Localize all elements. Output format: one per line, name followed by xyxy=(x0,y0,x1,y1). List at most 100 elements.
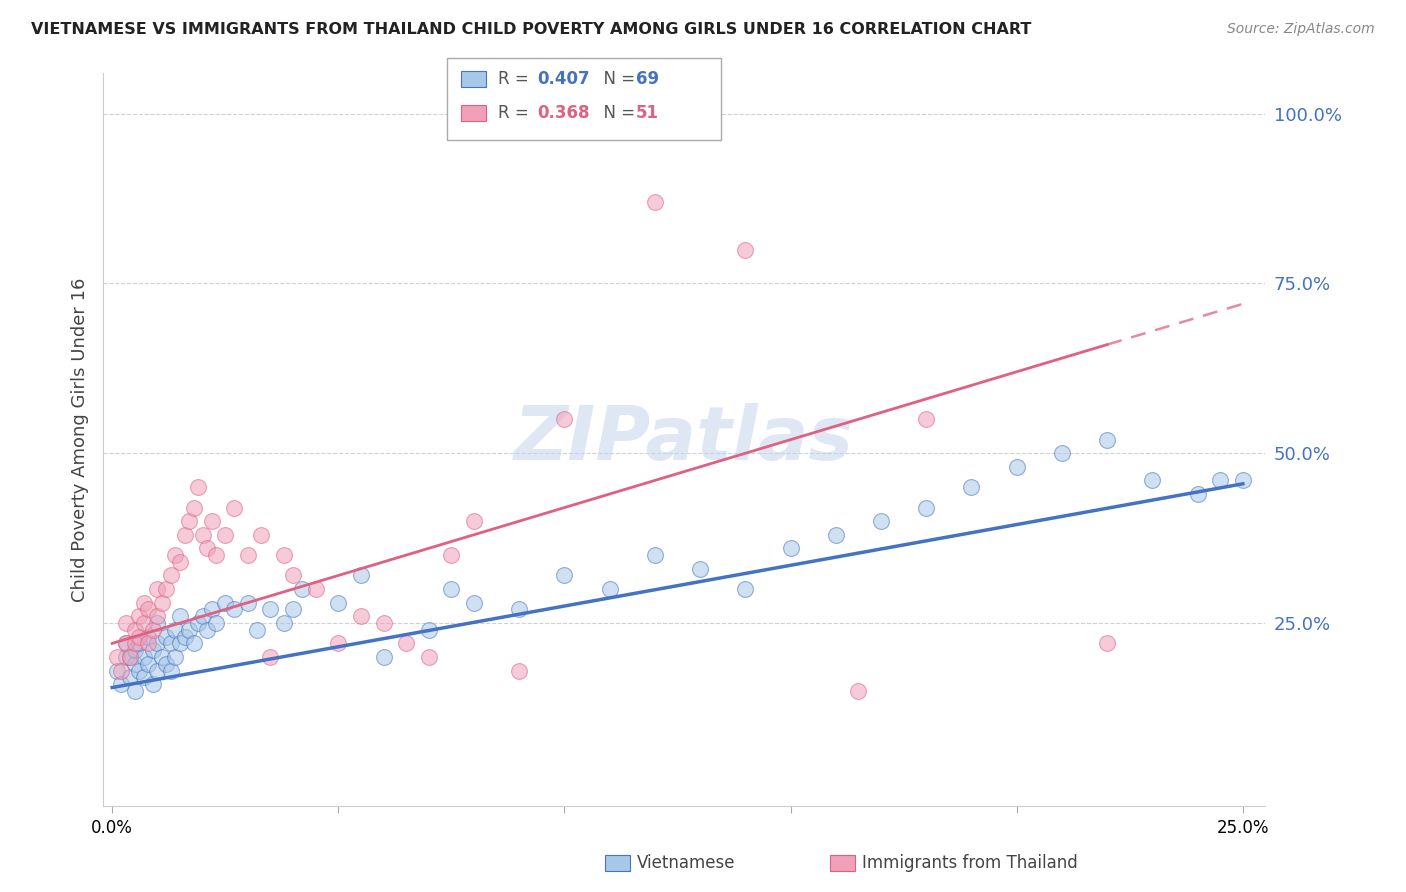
Text: VIETNAMESE VS IMMIGRANTS FROM THAILAND CHILD POVERTY AMONG GIRLS UNDER 16 CORREL: VIETNAMESE VS IMMIGRANTS FROM THAILAND C… xyxy=(31,22,1032,37)
Point xyxy=(508,664,530,678)
Point xyxy=(150,596,173,610)
Point xyxy=(128,664,150,678)
Point xyxy=(870,514,893,528)
Point xyxy=(1187,487,1209,501)
Point xyxy=(1142,474,1164,488)
Point xyxy=(1209,474,1232,488)
Point xyxy=(224,602,246,616)
Text: N =: N = xyxy=(593,104,641,122)
Point xyxy=(463,514,485,528)
Point xyxy=(395,636,418,650)
Text: 51: 51 xyxy=(636,104,658,122)
Point xyxy=(734,582,756,596)
Point xyxy=(205,548,228,562)
Point xyxy=(644,548,666,562)
Point xyxy=(124,623,146,637)
Point xyxy=(418,623,440,637)
Text: R =: R = xyxy=(498,70,534,88)
Point xyxy=(132,596,155,610)
Point xyxy=(1095,636,1118,650)
Point xyxy=(165,650,187,665)
Point xyxy=(173,630,195,644)
Point xyxy=(114,615,136,630)
Text: Source: ZipAtlas.com: Source: ZipAtlas.com xyxy=(1227,22,1375,37)
Point xyxy=(132,650,155,665)
Point xyxy=(599,582,621,596)
Point xyxy=(120,670,142,684)
Point xyxy=(105,664,128,678)
Point xyxy=(128,630,150,644)
Point xyxy=(779,541,801,556)
Point xyxy=(169,609,191,624)
Point xyxy=(644,194,666,209)
Point xyxy=(187,480,209,494)
Text: N =: N = xyxy=(593,70,641,88)
Point xyxy=(689,562,711,576)
Point xyxy=(915,412,938,426)
Y-axis label: Child Poverty Among Girls Under 16: Child Poverty Among Girls Under 16 xyxy=(72,277,89,602)
Point xyxy=(236,548,259,562)
Point xyxy=(418,650,440,665)
Point xyxy=(138,657,160,671)
Point xyxy=(138,636,160,650)
Point xyxy=(373,615,395,630)
Point xyxy=(848,684,870,698)
Point xyxy=(146,664,169,678)
Point xyxy=(183,636,205,650)
Point xyxy=(508,602,530,616)
Point xyxy=(128,609,150,624)
Point xyxy=(120,650,142,665)
Point xyxy=(236,596,259,610)
Point xyxy=(259,602,281,616)
Point xyxy=(169,636,191,650)
Point xyxy=(146,615,169,630)
Point xyxy=(250,527,273,541)
Point xyxy=(273,548,295,562)
Point xyxy=(1232,474,1254,488)
Text: 0.368: 0.368 xyxy=(537,104,589,122)
Point xyxy=(259,650,281,665)
Point xyxy=(1050,446,1073,460)
Point xyxy=(328,636,350,650)
Point xyxy=(146,582,169,596)
Point xyxy=(246,623,269,637)
Point xyxy=(183,500,205,515)
Point xyxy=(110,677,132,691)
Text: Immigrants from Thailand: Immigrants from Thailand xyxy=(862,855,1077,872)
Point xyxy=(191,609,214,624)
Point xyxy=(350,568,373,582)
Point xyxy=(205,615,228,630)
Point xyxy=(138,602,160,616)
Point xyxy=(291,582,314,596)
Point xyxy=(150,650,173,665)
Point xyxy=(177,623,200,637)
Point xyxy=(463,596,485,610)
Point xyxy=(1095,433,1118,447)
Point xyxy=(114,636,136,650)
Point xyxy=(177,514,200,528)
Point xyxy=(114,650,136,665)
Text: ZIPatlas: ZIPatlas xyxy=(515,403,855,476)
Point xyxy=(224,500,246,515)
Point xyxy=(273,615,295,630)
Point xyxy=(187,615,209,630)
Text: 0.407: 0.407 xyxy=(537,70,589,88)
Point xyxy=(146,609,169,624)
Point xyxy=(120,650,142,665)
Point xyxy=(191,527,214,541)
Point xyxy=(281,602,304,616)
Point xyxy=(1005,459,1028,474)
Point xyxy=(124,657,146,671)
Point xyxy=(195,541,218,556)
Point xyxy=(124,636,146,650)
Point xyxy=(915,500,938,515)
Point xyxy=(142,677,165,691)
Point xyxy=(146,636,169,650)
Point xyxy=(195,623,218,637)
Point xyxy=(201,602,224,616)
Text: Vietnamese: Vietnamese xyxy=(637,855,735,872)
Point xyxy=(155,582,177,596)
Point xyxy=(169,555,191,569)
Point xyxy=(128,636,150,650)
Text: R =: R = xyxy=(498,104,534,122)
